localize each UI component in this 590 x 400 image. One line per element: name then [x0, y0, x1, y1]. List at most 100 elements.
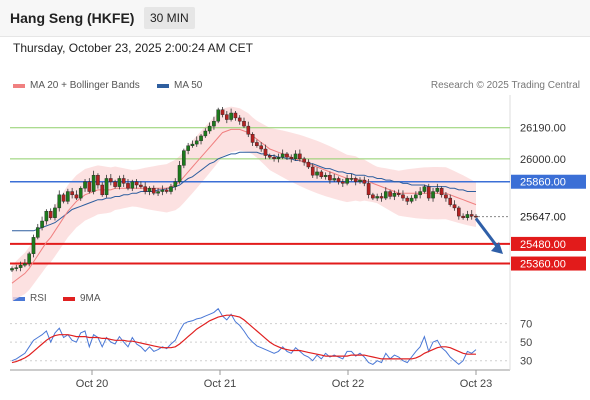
candle-body	[53, 207, 57, 218]
legend-rsi-label: RSI	[30, 293, 47, 304]
rsi-line	[11, 307, 477, 366]
candle-body	[435, 188, 440, 192]
candle-body	[246, 125, 251, 135]
rsi-swatch	[13, 296, 25, 301]
time-tick-label: Oct 20	[76, 378, 108, 390]
candle-body	[233, 112, 238, 119]
candle-body	[35, 227, 40, 238]
candle-body	[405, 197, 410, 202]
candle-body	[272, 156, 276, 160]
legend-rsi: RSI	[13, 293, 47, 304]
candle-body	[409, 197, 414, 202]
level-label-bg-support	[511, 256, 586, 271]
candle-body	[109, 178, 113, 182]
level-label: 26000.00	[520, 154, 566, 166]
candle-body	[250, 134, 255, 143]
candle-body	[332, 178, 337, 181]
candle-body	[263, 148, 268, 156]
candle-body	[461, 215, 465, 218]
candle-body	[431, 191, 435, 199]
candle-body	[276, 156, 281, 160]
candle-body	[74, 194, 79, 199]
candle-body	[104, 178, 109, 196]
candle-body	[61, 194, 66, 202]
candle-body	[396, 192, 401, 196]
candle-body	[383, 191, 388, 199]
indicator-tick-label: 30	[520, 356, 532, 368]
candle-body	[83, 181, 87, 189]
time-tick-label: Oct 22	[332, 378, 364, 390]
candle-body	[27, 253, 31, 264]
candle-body	[298, 153, 302, 160]
time-tick-label: Oct 23	[460, 378, 492, 390]
candle-body	[379, 196, 384, 199]
candle-body	[87, 181, 92, 192]
ma50-swatch	[157, 83, 169, 88]
candle-body	[164, 189, 169, 192]
candle-body	[57, 194, 62, 209]
candle-body	[426, 186, 431, 199]
candle-body	[121, 178, 126, 184]
candle-body	[422, 186, 427, 192]
level-label: 26190.00	[520, 123, 566, 135]
legend-ma50: MA 50	[157, 80, 202, 91]
candle-body	[328, 174, 332, 181]
candle-body	[194, 140, 199, 145]
candle-body	[341, 181, 345, 184]
candle-body	[212, 120, 216, 127]
level-label-bg-pivot	[511, 174, 586, 189]
candle-body	[18, 264, 23, 268]
candle-body	[388, 191, 392, 197]
candle-body	[10, 268, 14, 271]
candle-body	[186, 145, 190, 151]
candle-body	[91, 174, 96, 192]
candle-body	[448, 197, 453, 205]
bollinger-band	[12, 106, 476, 302]
candle-body	[78, 188, 83, 199]
legend-ma50-label: MA 50	[174, 80, 203, 91]
candle-body	[319, 171, 324, 178]
candle-body	[336, 178, 341, 182]
candle-body	[439, 188, 444, 196]
candle-body	[285, 153, 289, 158]
rsi-ma-line	[11, 314, 476, 364]
candle-body	[242, 120, 246, 127]
interval-button[interactable]: 30 MIN	[144, 7, 195, 29]
candle-body	[465, 214, 470, 218]
candle-body	[220, 109, 225, 115]
candle-body	[199, 135, 203, 142]
candle-body	[169, 186, 173, 192]
level-label: 25647.00	[520, 212, 566, 224]
candle-body	[366, 183, 371, 196]
ma50-line	[12, 151, 476, 232]
candle-body	[207, 125, 212, 132]
candle-body	[302, 158, 306, 163]
candle-body	[216, 109, 221, 122]
candle-body	[177, 165, 182, 182]
candle-body	[203, 130, 208, 137]
candle-body	[229, 112, 233, 120]
candle-body	[457, 207, 461, 217]
candle-body	[126, 183, 130, 189]
candle-body	[371, 194, 375, 199]
rsi-ma-swatch	[63, 296, 75, 301]
candle-body	[96, 174, 100, 186]
forecast-arrow-head	[491, 242, 503, 254]
candle-body	[255, 142, 259, 146]
candle-body	[452, 204, 457, 209]
candle-body	[375, 196, 379, 199]
credit-text: Research © 2025 Trading Central	[430, 80, 580, 91]
candle-body	[315, 171, 319, 176]
candle-body	[358, 179, 362, 182]
candle-body	[401, 194, 405, 199]
candle-body	[293, 153, 298, 160]
level-label-bg-support	[511, 236, 586, 251]
candle-body	[66, 191, 70, 202]
candle-body	[259, 145, 263, 150]
candle-body	[130, 181, 135, 189]
candle-body	[323, 174, 328, 178]
candle-body	[117, 178, 122, 187]
legend-rsi-ma-label: 9MA	[80, 293, 101, 304]
candle-body	[306, 161, 311, 168]
